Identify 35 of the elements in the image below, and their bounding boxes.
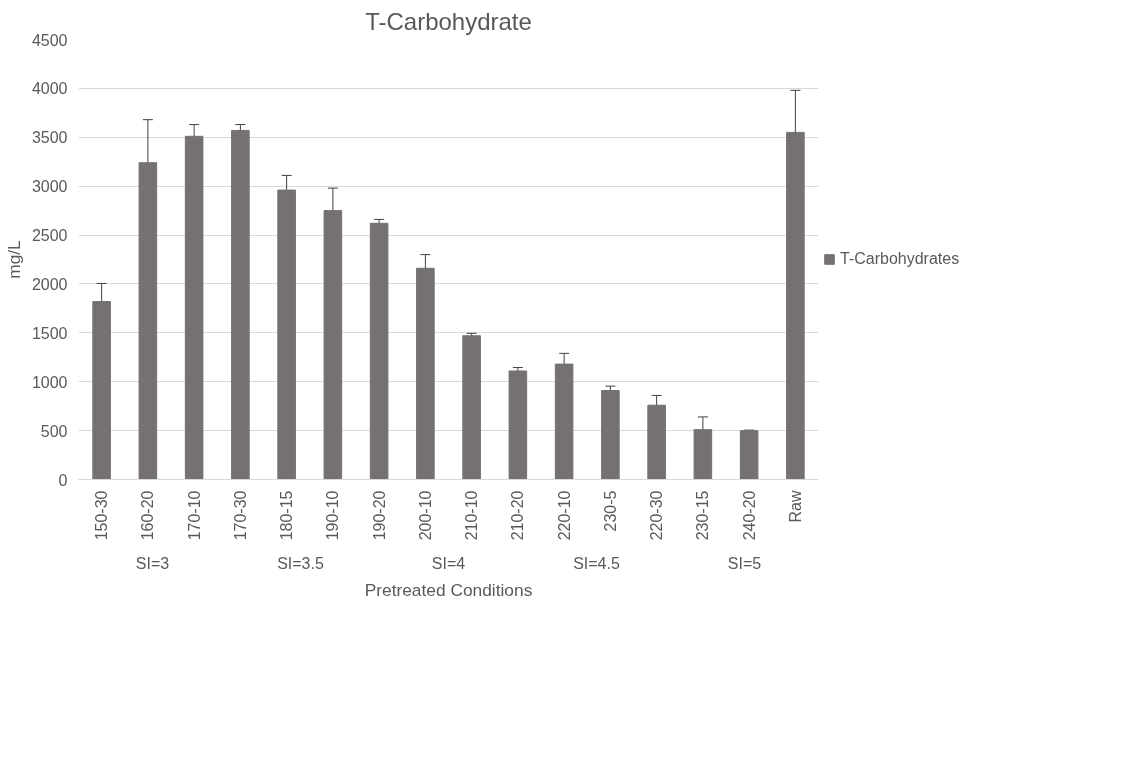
x-tick-label: 220-30 — [648, 490, 666, 541]
text: SI=5 — [727, 554, 762, 572]
text: SI=4 — [431, 554, 466, 572]
x-tick-label: Raw — [786, 490, 804, 523]
x-tick-label: 210-20 — [509, 490, 527, 541]
x-tick-label: 230-5 — [601, 490, 619, 532]
y-tick-label: 2500 — [31, 227, 68, 245]
x-tick-label: 190-20 — [370, 490, 388, 541]
x-axis-title: Pretreated Conditions — [364, 579, 533, 600]
y-tick-label: 1500 — [31, 324, 68, 342]
legend-label: T-Carbohydrates — [840, 250, 960, 268]
y-axis-title: mg/L — [3, 239, 24, 279]
x-tick-label: 190-10 — [324, 490, 342, 541]
chart-title: T-Carbohydrate — [365, 7, 532, 35]
y-tick-label: 4500 — [31, 31, 68, 49]
x-tick-label: 220-10 — [555, 490, 573, 541]
y-tick-label: 4000 — [31, 80, 68, 98]
x-tick-label: 180-15 — [278, 490, 296, 541]
x-tick-label: 160-20 — [139, 490, 157, 541]
text: SI=3.5 — [277, 554, 324, 572]
text: SI=4.5 — [573, 554, 620, 572]
y-tick-label: 3000 — [31, 178, 68, 196]
x-tick-label: 200-10 — [416, 490, 434, 541]
y-tick-label: 0 — [58, 471, 68, 489]
y-tick-label: 2000 — [31, 275, 68, 293]
x-tick-label: 170-10 — [185, 490, 203, 541]
y-tick-label: 3500 — [31, 129, 68, 147]
x-tick-label: 230-15 — [694, 490, 712, 541]
y-tick-label: 500 — [40, 422, 68, 440]
x-tick-label: 240-20 — [740, 490, 758, 541]
text: SI=3 — [135, 554, 170, 572]
x-tick-label: 170-30 — [231, 490, 249, 541]
y-tick-label: 1000 — [31, 373, 68, 391]
x-tick-label: 210-10 — [463, 490, 481, 541]
x-tick-label: 150-30 — [93, 490, 111, 541]
